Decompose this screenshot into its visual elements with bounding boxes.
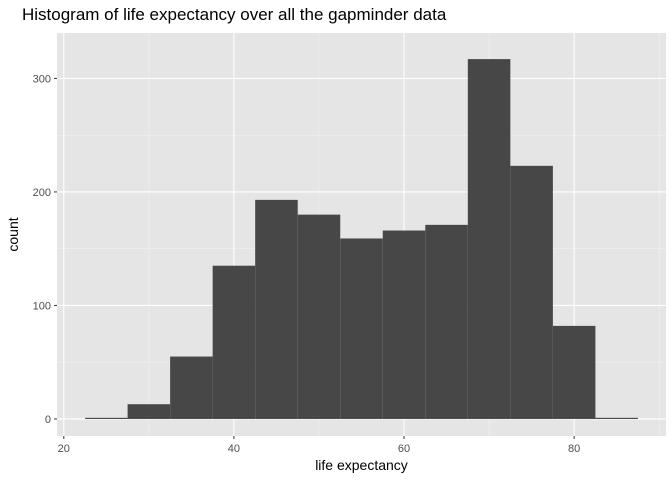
histogram-bar (425, 224, 468, 419)
histogram-bar (212, 265, 256, 419)
histogram-bar (552, 325, 596, 419)
histogram-bar (85, 417, 128, 419)
histogram-bar (255, 199, 298, 419)
histogram-bar (467, 59, 511, 419)
axis-ticks (54, 77, 575, 439)
x-axis-title: life expectancy (315, 457, 408, 473)
y-tick-label: 200 (33, 187, 51, 199)
histogram-bar (510, 165, 553, 419)
histogram-bar (297, 214, 341, 419)
histogram-bar (382, 230, 426, 419)
y-axis-title: count (5, 217, 21, 251)
x-tick-label: 20 (58, 443, 70, 455)
histogram-bar (340, 238, 383, 419)
x-axis-tick-labels: 20 40 60 80 (58, 443, 581, 455)
histogram-bars (85, 59, 638, 419)
y-axis-tick-labels: 0 100 200 300 (33, 73, 51, 426)
y-tick-label: 0 (45, 414, 51, 426)
histogram-bar (170, 356, 213, 419)
chart-title: Histogram of life expectancy over all th… (22, 5, 447, 24)
x-tick-label: 40 (228, 443, 240, 455)
y-tick-label: 300 (33, 73, 51, 85)
x-tick-label: 80 (568, 443, 580, 455)
x-tick-label: 60 (398, 443, 410, 455)
histogram-bar (127, 404, 171, 419)
histogram-bar (595, 417, 638, 419)
y-tick-label: 100 (33, 300, 51, 312)
